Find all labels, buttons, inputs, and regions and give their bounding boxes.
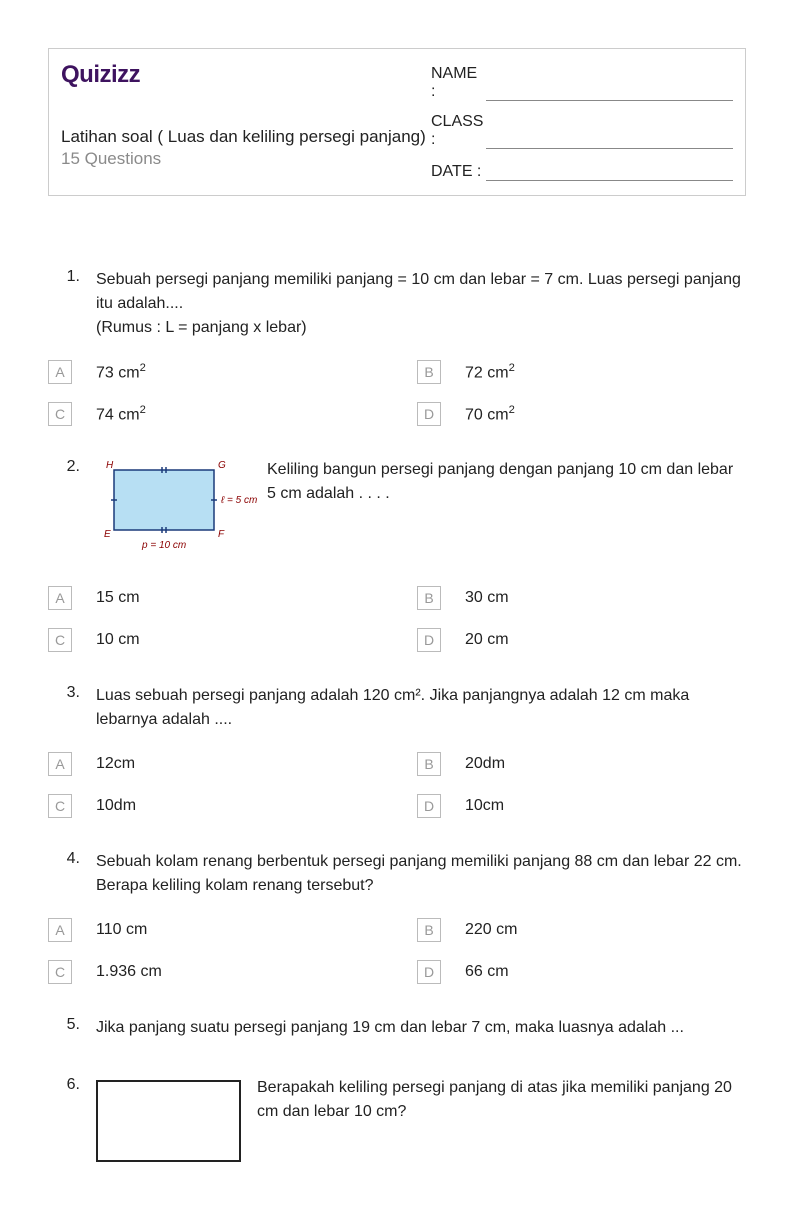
svg-text:p = 10 cm: p = 10 cm [141,540,186,551]
option-b[interactable]: B 30 cm [417,586,746,610]
option-a[interactable]: A 110 cm [48,918,377,942]
question-number: 2. [48,458,96,566]
option-letter: B [417,752,441,776]
question-1-options: A 73 cm2 B 72 cm2 C 74 cm2 D 70 cm2 [48,360,746,426]
quizizz-logo: Quizizz [61,61,431,89]
svg-text:ℓ = 5 cm: ℓ = 5 cm [220,495,257,506]
option-text: 66 cm [465,963,509,981]
question-5: 5. Jika panjang suatu persegi panjang 19… [48,1016,746,1040]
worksheet-header: Quizizz Latihan soal ( Luas dan keliling… [48,48,746,196]
question-number: 1. [48,268,96,340]
question-3: 3. Luas sebuah persegi panjang adalah 12… [48,684,746,732]
option-b[interactable]: B 72 cm2 [417,360,746,384]
option-text: 74 cm2 [96,404,146,424]
option-letter: B [417,918,441,942]
question-2: 2. H G E [48,458,746,566]
question-text: Sebuah persegi panjang memiliki panjang … [96,268,746,340]
questions-container: 1. Sebuah persegi panjang memiliki panja… [48,268,746,1162]
quiz-title: Latihan soal ( Luas dan keliling persegi… [61,127,431,147]
question-number: 4. [48,850,96,898]
question-4: 4. Sebuah kolam renang berbentuk persegi… [48,850,746,898]
option-a[interactable]: A 12cm [48,752,377,776]
option-c[interactable]: C 10 cm [48,628,377,652]
date-field: DATE : [431,161,733,181]
option-a[interactable]: A 15 cm [48,586,377,610]
class-line[interactable] [486,129,733,149]
question-3-options: A 12cm B 20dm C 10dm D 10cm [48,752,746,818]
option-text: 70 cm2 [465,404,515,424]
option-text: 72 cm2 [465,362,515,382]
option-c[interactable]: C 74 cm2 [48,402,377,426]
option-c[interactable]: C 10dm [48,794,377,818]
option-letter: B [417,360,441,384]
option-d[interactable]: D 66 cm [417,960,746,984]
question-number: 6. [48,1076,96,1162]
option-b[interactable]: B 220 cm [417,918,746,942]
name-line[interactable] [486,81,733,101]
option-text: 20 cm [465,631,509,649]
option-text: 10dm [96,797,136,815]
svg-text:E: E [104,529,111,540]
option-d[interactable]: D 20 cm [417,628,746,652]
option-letter: A [48,360,72,384]
option-text: 12cm [96,755,135,773]
question-1: 1. Sebuah persegi panjang memiliki panja… [48,268,746,340]
question-text: Berapakah keliling persegi panjang di at… [257,1076,746,1162]
option-letter: D [417,402,441,426]
class-field: CLASS : [431,113,733,149]
question-6: 6. Berapakah keliling persegi panjang di… [48,1076,746,1162]
blank-rectangle-diagram [96,1076,241,1162]
option-text: 220 cm [465,921,517,939]
option-text: 110 cm [96,921,147,939]
question-text: Sebuah kolam renang berbentuk persegi pa… [96,850,746,898]
date-label: DATE : [431,163,486,181]
question-text: Luas sebuah persegi panjang adalah 120 c… [96,684,746,732]
svg-text:F: F [218,529,225,540]
name-label: NAME : [431,65,486,101]
option-letter: D [417,794,441,818]
class-label: CLASS : [431,113,486,149]
option-letter: C [48,794,72,818]
option-letter: C [48,628,72,652]
option-text: 20dm [465,755,505,773]
option-c[interactable]: C 1.936 cm [48,960,377,984]
option-b[interactable]: B 20dm [417,752,746,776]
svg-text:G: G [218,460,226,471]
question-text: Keliling bangun persegi panjang dengan p… [267,458,746,566]
option-d[interactable]: D 10cm [417,794,746,818]
name-field: NAME : [431,65,733,101]
date-line[interactable] [486,161,733,181]
question-number: 3. [48,684,96,732]
option-d[interactable]: D 70 cm2 [417,402,746,426]
option-letter: C [48,960,72,984]
option-letter: C [48,402,72,426]
question-number: 5. [48,1016,96,1040]
question-2-options: A 15 cm B 30 cm C 10 cm D 20 cm [48,586,746,652]
option-text: 15 cm [96,589,140,607]
option-letter: A [48,918,72,942]
option-text: 1.936 cm [96,963,162,981]
option-text: 10cm [465,797,504,815]
rectangle-diagram: H G E F ℓ = 5 cm p = 10 cm [96,458,251,566]
option-letter: D [417,960,441,984]
svg-text:H: H [106,460,114,471]
option-text: 73 cm2 [96,362,146,382]
option-text: 10 cm [96,631,140,649]
option-letter: D [417,628,441,652]
option-a[interactable]: A 73 cm2 [48,360,377,384]
questions-count: 15 Questions [61,149,431,169]
option-text: 30 cm [465,589,509,607]
option-letter: A [48,752,72,776]
question-4-options: A 110 cm B 220 cm C 1.936 cm D 66 cm [48,918,746,984]
option-letter: A [48,586,72,610]
option-letter: B [417,586,441,610]
question-text: Jika panjang suatu persegi panjang 19 cm… [96,1016,746,1040]
